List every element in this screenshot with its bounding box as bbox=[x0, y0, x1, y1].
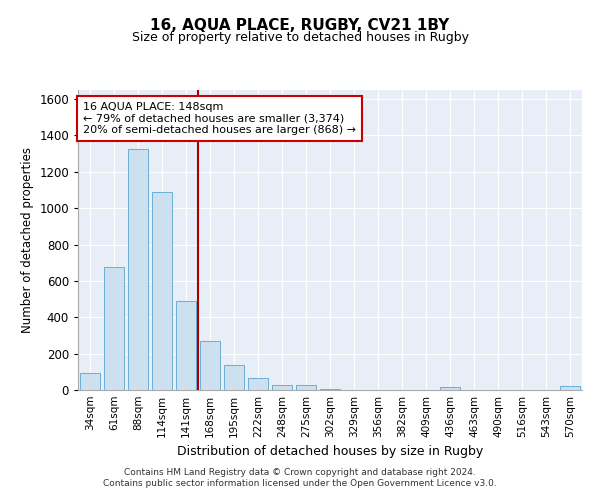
Bar bbox=[560, 386, 580, 390]
Bar bbox=[440, 388, 460, 390]
Bar bbox=[200, 341, 220, 390]
Bar bbox=[320, 389, 340, 390]
Bar bbox=[128, 149, 148, 390]
Text: 16, AQUA PLACE, RUGBY, CV21 1BY: 16, AQUA PLACE, RUGBY, CV21 1BY bbox=[151, 18, 449, 32]
X-axis label: Distribution of detached houses by size in Rugby: Distribution of detached houses by size … bbox=[177, 446, 483, 458]
Bar bbox=[272, 384, 292, 390]
Bar bbox=[152, 192, 172, 390]
Text: 16 AQUA PLACE: 148sqm
← 79% of detached houses are smaller (3,374)
20% of semi-d: 16 AQUA PLACE: 148sqm ← 79% of detached … bbox=[83, 102, 356, 135]
Bar bbox=[248, 378, 268, 390]
Text: Contains HM Land Registry data © Crown copyright and database right 2024.
Contai: Contains HM Land Registry data © Crown c… bbox=[103, 468, 497, 487]
Bar bbox=[104, 268, 124, 390]
Bar bbox=[224, 366, 244, 390]
Bar bbox=[176, 301, 196, 390]
Bar bbox=[80, 372, 100, 390]
Bar bbox=[296, 384, 316, 390]
Text: Size of property relative to detached houses in Rugby: Size of property relative to detached ho… bbox=[131, 31, 469, 44]
Y-axis label: Number of detached properties: Number of detached properties bbox=[20, 147, 34, 333]
